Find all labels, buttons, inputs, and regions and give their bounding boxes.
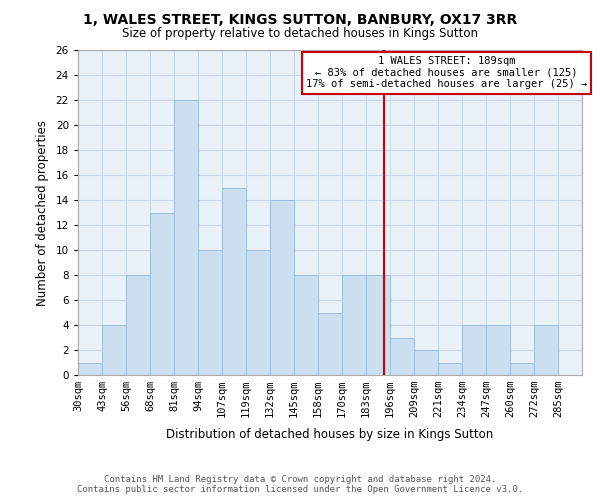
Bar xyxy=(246,250,270,375)
Text: Contains HM Land Registry data © Crown copyright and database right 2024.
Contai: Contains HM Land Registry data © Crown c… xyxy=(77,474,523,494)
Bar xyxy=(198,250,222,375)
Bar xyxy=(270,200,294,375)
Bar xyxy=(486,325,510,375)
Bar xyxy=(222,188,246,375)
X-axis label: Distribution of detached houses by size in Kings Sutton: Distribution of detached houses by size … xyxy=(166,428,494,442)
Bar xyxy=(78,362,102,375)
Text: 1 WALES STREET: 189sqm
← 83% of detached houses are smaller (125)
17% of semi-de: 1 WALES STREET: 189sqm ← 83% of detached… xyxy=(305,56,587,90)
Bar xyxy=(342,275,366,375)
Bar xyxy=(126,275,150,375)
Bar xyxy=(462,325,486,375)
Bar xyxy=(102,325,126,375)
Bar xyxy=(414,350,438,375)
Bar xyxy=(174,100,198,375)
Bar xyxy=(510,362,534,375)
Text: 1, WALES STREET, KINGS SUTTON, BANBURY, OX17 3RR: 1, WALES STREET, KINGS SUTTON, BANBURY, … xyxy=(83,12,517,26)
Y-axis label: Number of detached properties: Number of detached properties xyxy=(36,120,49,306)
Bar xyxy=(150,212,174,375)
Bar xyxy=(534,325,558,375)
Bar xyxy=(390,338,414,375)
Bar xyxy=(318,312,342,375)
Bar xyxy=(294,275,318,375)
Text: Size of property relative to detached houses in Kings Sutton: Size of property relative to detached ho… xyxy=(122,28,478,40)
Bar xyxy=(438,362,462,375)
Bar xyxy=(366,275,390,375)
